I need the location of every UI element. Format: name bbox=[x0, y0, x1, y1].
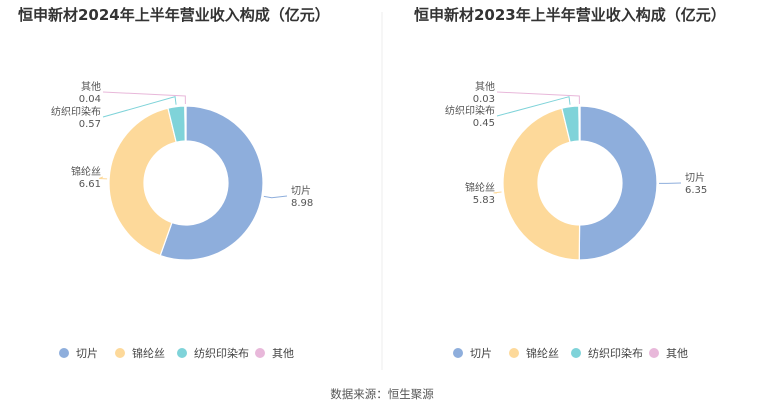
source-note: 数据来源：恒生聚源 bbox=[330, 387, 434, 401]
slice-value-fabric: 0.57 bbox=[79, 119, 101, 130]
legend-label-fabric: 纺织印染布 bbox=[588, 346, 643, 360]
legend-label-nylon: 锦纶丝 bbox=[526, 346, 559, 360]
legend-marker-nylon bbox=[509, 348, 519, 358]
slice-label-other: 其他 bbox=[475, 80, 495, 93]
legend-label-slice: 切片 bbox=[76, 347, 98, 360]
legend-marker-nylon bbox=[115, 348, 125, 358]
donut-slice-nylon bbox=[108, 107, 177, 257]
legend-layer: 切片 锦纶丝 纺织印染布 其他 切片 锦纶丝 纺织印染布 其他 bbox=[59, 346, 688, 360]
leader-line-nylon bbox=[98, 176, 108, 180]
slice-value-fabric: 0.45 bbox=[473, 118, 495, 129]
slice-label-slice: 切片 bbox=[685, 171, 705, 184]
donut-slice-slice bbox=[578, 105, 658, 261]
slice-label-nylon: 锦纶丝 bbox=[465, 181, 495, 194]
leader-line-slice bbox=[263, 195, 288, 199]
legend-marker-other bbox=[649, 348, 659, 358]
legend-marker-fabric bbox=[571, 348, 581, 358]
slice-value-other: 0.03 bbox=[473, 94, 495, 105]
slice-label-nylon: 锦纶丝 bbox=[71, 165, 101, 178]
leader-line-fabric bbox=[496, 96, 571, 117]
donut-slice-slice bbox=[159, 105, 264, 261]
slice-value-nylon: 6.61 bbox=[79, 179, 101, 190]
legend-label-nylon: 锦纶丝 bbox=[132, 346, 165, 360]
leader-line-other bbox=[496, 91, 580, 105]
slice-label-slice: 切片 bbox=[291, 184, 311, 197]
leader-line-fabric bbox=[102, 96, 177, 118]
legend-marker-slice bbox=[453, 348, 463, 358]
chart-title-2023: 恒申新材2023年上半年营业收入构成（亿元） bbox=[414, 6, 726, 24]
slice-value-other: 0.04 bbox=[79, 94, 101, 105]
legend-label-other: 其他 bbox=[666, 347, 688, 360]
slice-label-other: 其他 bbox=[81, 80, 101, 93]
chart-title-2024: 恒申新材2024年上半年营业收入构成（亿元） bbox=[18, 6, 330, 24]
legend-label-other: 其他 bbox=[272, 347, 294, 360]
slice-value-slice: 6.35 bbox=[685, 185, 707, 196]
donut-slice-other bbox=[578, 105, 581, 142]
legend-label-fabric: 纺织印染布 bbox=[194, 346, 249, 360]
donut-slice-other bbox=[184, 105, 187, 142]
leader-line-nylon bbox=[493, 191, 502, 194]
legend-marker-other bbox=[255, 348, 265, 358]
slices-layer bbox=[108, 105, 658, 261]
legend-marker-fabric bbox=[177, 348, 187, 358]
slice-value-nylon: 5.83 bbox=[473, 195, 495, 206]
donut-slice-nylon bbox=[502, 107, 581, 261]
legend-marker-slice bbox=[59, 348, 69, 358]
slice-value-slice: 8.98 bbox=[291, 198, 313, 209]
slice-label-fabric: 纺织印染布 bbox=[445, 104, 495, 117]
labels-layer: 切片8.98锦纶丝6.61纺织印染布0.57其他0.04切片6.35锦纶丝5.8… bbox=[51, 80, 707, 209]
leader-line-other bbox=[102, 91, 186, 105]
slice-label-fabric: 纺织印染布 bbox=[51, 105, 101, 118]
legend-label-slice: 切片 bbox=[470, 347, 492, 360]
